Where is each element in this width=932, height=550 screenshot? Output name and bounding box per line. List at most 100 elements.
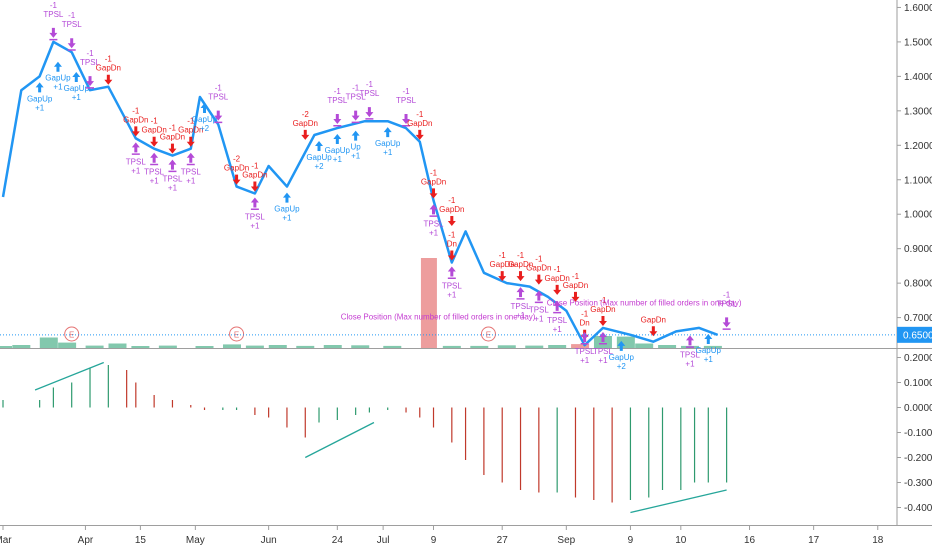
sell-signal-label: GapDn — [641, 315, 666, 324]
last-price-label: 0.6500 — [903, 330, 932, 341]
tpsl-arrow-icon — [67, 38, 76, 51]
indicator-tick-label: 0.0000 — [904, 403, 932, 414]
time-tick-label: 18 — [872, 535, 884, 546]
volume-bar — [12, 345, 31, 348]
tpsl-arrow-icon — [429, 204, 438, 217]
sell-signal-count: -1 — [554, 265, 562, 274]
sell-arrow-icon — [301, 129, 310, 140]
tpsl-count: +1 — [685, 359, 695, 368]
tpsl-label: TPSL — [346, 93, 367, 102]
sell-arrow-icon — [516, 271, 525, 282]
sell-arrow-icon — [429, 188, 438, 199]
sell-signal-count: -1 — [151, 117, 159, 126]
tpsl-label: TPSL — [62, 20, 83, 29]
sell-signal-label: GapDn — [224, 164, 249, 173]
sell-signal-count: -1 — [169, 124, 177, 133]
price-axis[interactable]: 1.6000 1.5000 1.4000 1.3000 1.2000 1.1000 1.00… — [0, 0, 932, 526]
buy-arrow-icon — [315, 140, 324, 151]
tpsl-arrow-icon — [402, 114, 411, 127]
buy-signal-label: GapUp — [27, 94, 53, 103]
time-tick-label: 17 — [808, 535, 820, 546]
indicator-axis[interactable]: 0.2000 0.1000 0.0000 -0.1000 -0.2000 -0.3000 -… — [897, 353, 932, 514]
sell-signal-count: -2 — [233, 155, 241, 164]
volume-bar — [222, 344, 241, 348]
earnings-label: E — [486, 331, 491, 340]
close-position-label: Close Position (Max number of filled ord… — [547, 299, 742, 308]
volume-bar — [0, 346, 12, 348]
sell-arrow-icon — [168, 143, 177, 154]
sell-signal-count: -1 — [599, 296, 607, 305]
volume-bar — [616, 336, 635, 348]
sell-signal-label: GapDn — [407, 119, 432, 128]
tpsl-label: TPSL — [144, 168, 165, 177]
indicator-tick-label: -0.1000 — [904, 428, 932, 439]
buy-arrow-icon — [704, 333, 713, 344]
buy-signal-count: +2 — [200, 124, 210, 133]
tpsl-arrow-icon — [49, 27, 58, 41]
sell-arrow-icon — [186, 136, 195, 147]
indicator-tick-label: 0.1000 — [904, 378, 932, 389]
tpsl-count: +1 — [250, 222, 260, 231]
tpsl-label: TPSL — [181, 168, 202, 177]
tpsl-arrow-icon — [168, 159, 177, 173]
sell-arrow-icon — [649, 326, 658, 337]
indicator-tick-label: 0.2000 — [904, 353, 932, 364]
sell-signal-label: GapDn — [96, 64, 121, 73]
buy-arrow-icon — [53, 61, 62, 72]
volume-bar — [39, 337, 58, 348]
sell-signal-count: -1 — [517, 251, 525, 260]
buy-signal-label: GapUp — [45, 74, 71, 83]
sell-signal-count: -1 — [581, 310, 589, 319]
price-tick-label: 1.4000 — [904, 72, 932, 83]
tpsl-count: -1 — [86, 49, 94, 58]
buy-arrow-icon — [282, 192, 291, 203]
buy-arrow-icon — [200, 103, 209, 114]
price-tick-label: 1.3000 — [904, 106, 932, 117]
tpsl-count: -1 — [402, 87, 410, 96]
buy-signal-count: +1 — [383, 148, 393, 157]
tpsl-arrow-icon — [447, 266, 456, 279]
earnings-label: E — [69, 331, 74, 340]
sell-arrow-icon — [447, 250, 456, 261]
buy-signal-count: +1 — [704, 355, 714, 364]
time-axis[interactable]: Mar Apr 15 May Jun 24 Jul 9 27 Sep 9 10 16 17 18 — [0, 526, 884, 546]
tpsl-label: TPSL — [208, 93, 229, 102]
price-line — [1, 40, 718, 347]
sell-signal-label: GapDn — [293, 119, 318, 128]
tpsl-label: TPSL — [245, 213, 266, 222]
sell-arrow-icon — [415, 129, 424, 140]
volume-bar — [571, 344, 590, 348]
tpsl-arrow-icon — [186, 152, 195, 166]
sell-signal-count: -1 — [430, 168, 438, 177]
sell-arrow-icon — [571, 291, 580, 302]
tpsl-label: TPSL — [680, 350, 701, 359]
price-tick-label: 1.2000 — [904, 141, 932, 152]
volume-bar — [497, 345, 516, 348]
tpsl-label: TPSL — [43, 10, 64, 19]
tpsl-arrow-icon — [685, 335, 694, 348]
tpsl-arrow-icon — [333, 114, 342, 127]
price-tick-label: 0.7000 — [904, 313, 932, 324]
tpsl-arrow-icon — [250, 197, 259, 211]
tpsl-count: +1 — [168, 184, 178, 193]
buy-arrow-icon — [617, 340, 626, 351]
earnings-marker — [64, 326, 80, 342]
time-tick-label: Jul — [377, 535, 390, 546]
sell-arrow-icon — [232, 174, 241, 185]
volume-bar — [703, 345, 722, 348]
time-tick-label: Mar — [0, 535, 12, 546]
sell-arrow-icon — [498, 271, 507, 282]
tpsl-arrow-icon — [150, 152, 159, 166]
sell-arrow-icon — [104, 74, 113, 85]
volume-bar — [108, 343, 127, 348]
sell-arrow-icon — [447, 216, 456, 226]
time-tick-label: 16 — [744, 535, 756, 546]
time-tick-label: May — [186, 535, 205, 546]
indicator-tick-label: -0.3000 — [904, 478, 932, 489]
indicator-trendlines — [34, 361, 727, 514]
tpsl-label: TPSL — [396, 96, 417, 105]
last-price-badge — [897, 326, 932, 343]
tpsl-count: +1 — [186, 177, 196, 186]
tpsl-count: +1 — [516, 311, 526, 320]
